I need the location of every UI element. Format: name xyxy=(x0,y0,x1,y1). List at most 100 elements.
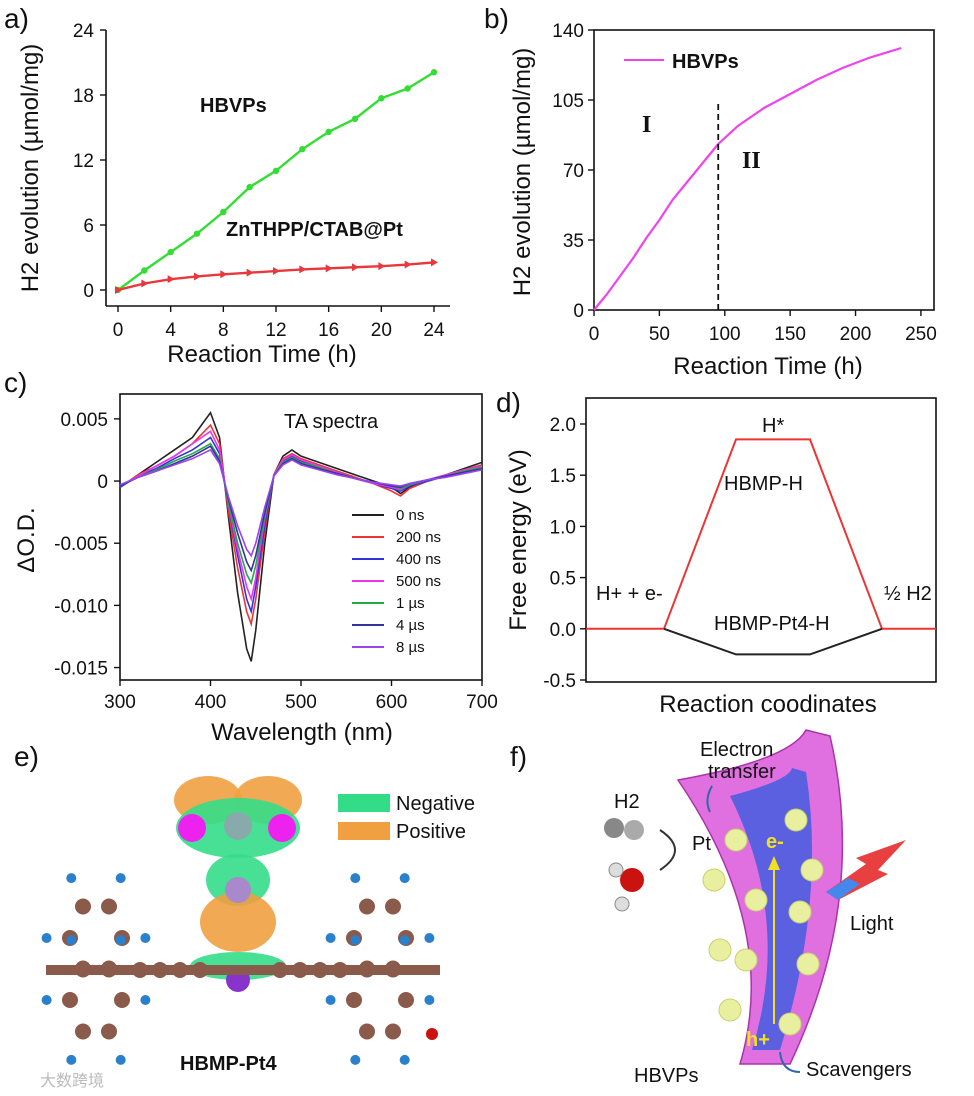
carbon-atom xyxy=(312,962,328,978)
chart-a-point xyxy=(272,167,280,175)
carbon-atom xyxy=(75,898,91,915)
hydrogen-atom xyxy=(66,935,77,946)
chart-a-x-tick-label: 4 xyxy=(165,320,176,341)
chart-a-series-line-0 xyxy=(117,71,435,291)
chart-b-y-tick-label: 105 xyxy=(552,91,584,112)
chart-a-point xyxy=(193,230,201,237)
legend-positive-swatch xyxy=(338,822,390,840)
hydrogen-atom xyxy=(350,1054,361,1065)
chart-a-point xyxy=(404,260,412,269)
chart-c-x-tick-label: 500 xyxy=(285,692,317,713)
hydrogen-atom xyxy=(115,1054,126,1065)
hydrogen-atom xyxy=(66,873,77,884)
chart-a-point xyxy=(167,275,175,284)
chart-c-y-tick-label: -0.015 xyxy=(54,659,108,680)
carbon-atom xyxy=(346,992,362,1008)
schematic-illustration: e- h+ Electron transfer Pt H2 Light HBVP… xyxy=(604,729,912,1087)
h2-atom xyxy=(604,818,624,838)
carbon-atom xyxy=(152,962,168,978)
carbon-atom xyxy=(272,962,288,978)
chart-d: 2.0 1.5 1.0 0.5 0.0 -0.5 H* HBMP-H HBMP-Pt4-H… xyxy=(505,397,937,718)
chart-d-y-tick-label: 0.5 xyxy=(550,569,576,590)
pt-nanoparticle xyxy=(718,998,742,1022)
hydrogen-atom xyxy=(325,933,336,943)
chart-a-y-tick-label: 18 xyxy=(73,86,94,107)
chart-a-xlabel: Reaction Time (h) xyxy=(167,341,356,368)
hydrogen-atom xyxy=(399,935,410,946)
chart-a-point xyxy=(325,264,333,273)
chart-b-legend-label: HBVPs xyxy=(672,51,739,73)
chart-c-y-tick-label: -0.005 xyxy=(54,534,108,555)
pt-nanoparticle xyxy=(800,858,824,882)
panel-d-label: d) xyxy=(496,387,521,418)
chart-a-point xyxy=(404,85,411,92)
carbon-atom xyxy=(172,962,188,978)
chart-c-title: TA spectra xyxy=(284,411,379,433)
hydrogen-atom xyxy=(325,995,336,1005)
chart-c-legend-label: 4 µs xyxy=(396,617,425,634)
carbon-atom xyxy=(359,960,375,977)
chart-b-x-tick-label: 100 xyxy=(709,324,741,345)
chart-c-legend-label: 400 ns xyxy=(396,551,441,568)
carbon-atom xyxy=(75,1023,91,1040)
light-label: Light xyxy=(850,913,894,935)
carbon-atom xyxy=(359,1023,375,1040)
panel-e-label: e) xyxy=(14,741,39,772)
chart-b-y-tick-label: 70 xyxy=(563,161,584,182)
chart-b-y-tick-label: 0 xyxy=(573,301,584,322)
panel-a-label: a) xyxy=(4,3,29,34)
carbon-atom xyxy=(132,962,148,978)
hydrogen-atom xyxy=(115,935,126,946)
watermark: 大数跨境 xyxy=(40,1071,104,1090)
chart-a-point xyxy=(325,128,332,136)
pt-atom xyxy=(224,812,252,840)
chart-b-y-tick-label: 35 xyxy=(563,231,584,252)
oxygen-atom xyxy=(426,1028,438,1040)
chart-a-point xyxy=(220,270,228,279)
panel-f-label: f) xyxy=(510,741,527,772)
chart-a: 0 4 8 12 16 20 24 0 6 12 18 24 Reaction Time (h) H2… xyxy=(17,21,450,368)
chart-b-x-tick-label: 50 xyxy=(649,324,670,345)
pt-nanoparticle xyxy=(702,868,726,892)
chart-b-ylabel: H2 evolution (µmol/mg) xyxy=(509,48,536,297)
hydrogen-atom xyxy=(399,1054,410,1065)
chart-a-point xyxy=(351,115,359,123)
molecule-caption: HBMP-Pt4 xyxy=(180,1053,278,1075)
chart-a-ylabel: H2 evolution (µmol/mg) xyxy=(17,44,44,293)
carbon-atom xyxy=(114,992,130,1008)
chart-a-point xyxy=(220,208,227,216)
chart-d-xlabel: Reaction coodinates xyxy=(659,691,876,718)
electron-transfer-label-1: Electron xyxy=(700,739,773,761)
electron-transfer-arrow xyxy=(706,785,713,813)
chart-a-series-line-1 xyxy=(117,261,435,292)
chart-a-series-label-znthpp: ZnTHPP/CTAB@Pt xyxy=(226,219,403,241)
chart-d-frame xyxy=(585,397,937,683)
chart-b-x-tick-label: 0 xyxy=(589,324,600,345)
chart-a-x-tick-label: 24 xyxy=(423,320,445,341)
carbon-atom xyxy=(385,1023,401,1040)
pt-nanoparticle xyxy=(734,948,758,972)
chart-a-point xyxy=(246,268,254,277)
legend-negative-swatch xyxy=(338,794,390,812)
chart-d-y-tick-label: 0.0 xyxy=(550,620,576,641)
chart-d-y-tick-label: -0.5 xyxy=(543,671,576,692)
carbon-atom xyxy=(75,960,91,977)
chart-a-point xyxy=(378,262,386,271)
chart-b-region-I: I xyxy=(642,112,651,138)
carbon-atom xyxy=(101,960,117,977)
hydrogen-atom xyxy=(399,873,410,884)
chart-c: 300 400 500 600 7000.0050-0.005-0.010-0.015 … xyxy=(13,393,498,746)
chart-a-point xyxy=(431,258,438,267)
hydrogen-atom xyxy=(350,873,361,884)
chart-b: 0 50 100 150 200 250 0 35 70 105 140 HBVPs I II Re… xyxy=(509,21,937,380)
chart-a-x-tick-label: 8 xyxy=(218,320,229,341)
chart-c-legend-label: 200 ns xyxy=(396,529,441,546)
hole-label: h+ xyxy=(746,1029,770,1051)
chart-c-legend-label: 0 ns xyxy=(396,507,424,524)
hydrogen-atom xyxy=(140,933,151,943)
pt-nanoparticle xyxy=(784,808,808,832)
chart-a-x-tick-label: 20 xyxy=(371,320,392,341)
chart-b-y-tick-label: 140 xyxy=(552,21,584,42)
hydrogen-atom xyxy=(41,995,52,1005)
